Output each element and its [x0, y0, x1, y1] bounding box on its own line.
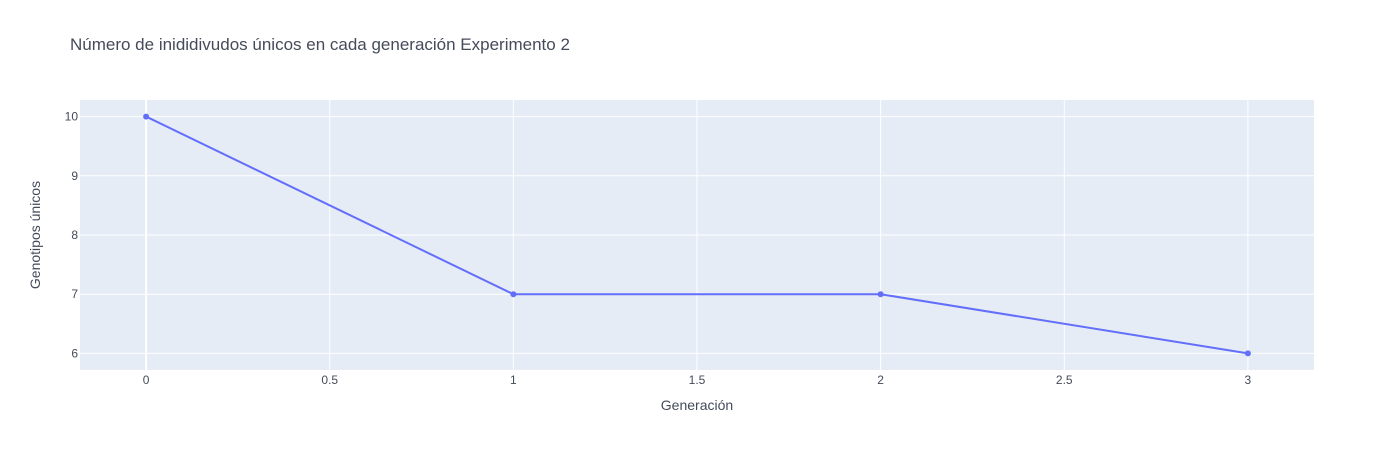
series-line: [145, 115, 1249, 355]
data-point: [877, 291, 884, 298]
x-tick-label: 3: [1245, 373, 1252, 387]
data-point: [1244, 350, 1251, 357]
tick-labels: 0 0.5 1 1.5 2 2.5 3 6 7 8 9 10: [65, 110, 1252, 387]
x-tick-label: 0: [143, 373, 150, 387]
x-tick-label: 0.5: [321, 373, 338, 387]
y-tick-label: 8: [71, 228, 78, 242]
x-tick-label: 2.5: [1056, 373, 1073, 387]
y-tick-label: 10: [65, 110, 79, 124]
x-tick-label: 1.5: [689, 373, 706, 387]
y-tick-label: 6: [71, 346, 78, 360]
data-point: [143, 113, 150, 120]
series-layer: [143, 113, 1251, 357]
data-point: [510, 291, 517, 298]
x-tick-label: 2: [877, 373, 884, 387]
y-tick-label: 7: [71, 287, 78, 301]
y-axis-title: Genotipos únicos: [27, 181, 43, 289]
y-tick-label: 9: [71, 169, 78, 183]
gridlines: [80, 100, 1314, 370]
x-axis-title: Generación: [661, 397, 733, 413]
chart-title: Número de inididivudos únicos en cada ge…: [70, 35, 570, 54]
x-tick-label: 1: [510, 373, 517, 387]
